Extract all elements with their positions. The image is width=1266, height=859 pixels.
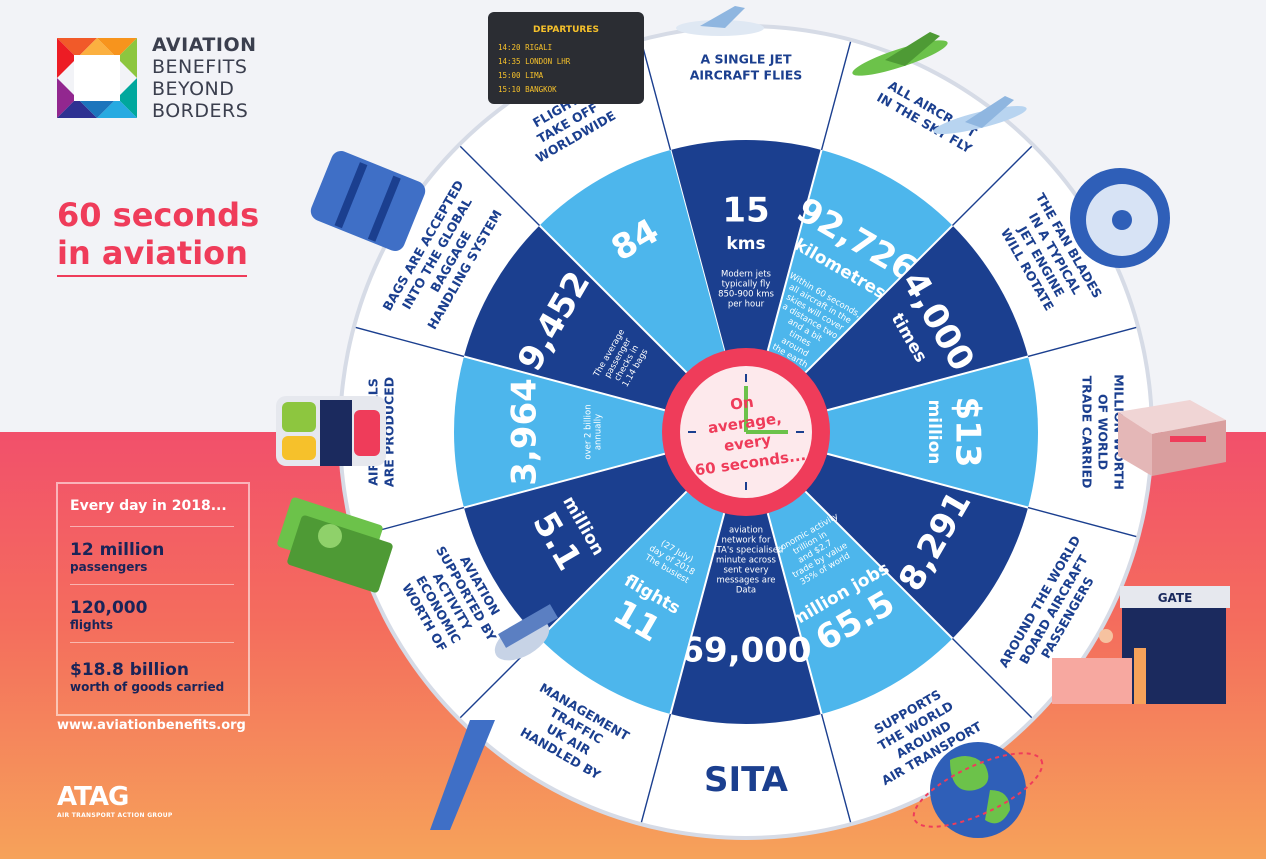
wheel-segment bbox=[454, 356, 746, 508]
stat-flights: 120,000 flights bbox=[70, 598, 148, 632]
center-clock: On average, every 60 seconds... bbox=[662, 348, 830, 516]
svg-text:15:10 BANGKOK: 15:10 BANGKOK bbox=[498, 85, 557, 94]
segment-note: Data bbox=[736, 586, 756, 596]
segment-note: over 2 billion bbox=[584, 404, 594, 459]
departures-board-icon: DEPARTURES 14:20 RIGALI 14:35 LONDON LHR… bbox=[488, 12, 644, 104]
wheel-segment bbox=[746, 149, 953, 433]
airplane-icon bbox=[933, 96, 1027, 134]
segment-note: typically fly bbox=[722, 280, 771, 290]
outer-divider bbox=[1027, 506, 1137, 538]
control-tower-icon bbox=[430, 604, 558, 830]
daily-stats-box: Every day in 2018... 12 million passenger… bbox=[56, 482, 250, 716]
stat-goods: $18.8 billion worth of goods carried bbox=[70, 660, 225, 694]
segment-note: minute across bbox=[716, 556, 776, 566]
segment-note: per hour bbox=[728, 300, 765, 310]
meal-tray-icon bbox=[276, 396, 386, 466]
wheel-segment bbox=[746, 225, 1029, 432]
wheel-segment bbox=[539, 432, 746, 715]
segment-label: A SINGLE JET bbox=[701, 52, 792, 67]
jet-engine-icon bbox=[1070, 168, 1170, 268]
wheel-segment bbox=[463, 432, 746, 639]
segment-unit: million bbox=[924, 400, 944, 465]
segment-note: messages are bbox=[716, 576, 775, 586]
money-icon bbox=[277, 497, 393, 593]
segment-note: Modern jets bbox=[721, 270, 772, 280]
airplane-icon bbox=[676, 6, 764, 36]
segment-label: OF WORLD bbox=[1096, 394, 1111, 470]
segment-value: $13 bbox=[948, 397, 988, 468]
aviation-benefits-logo bbox=[57, 38, 137, 118]
svg-text:GATE: GATE bbox=[1158, 591, 1193, 605]
wheel-segment bbox=[746, 432, 1029, 639]
svg-text:DEPARTURES: DEPARTURES bbox=[533, 25, 599, 35]
segment-note: sent every bbox=[723, 566, 768, 576]
segment-label: AIRCRAFT FLIES bbox=[690, 68, 803, 83]
suitcase-icon bbox=[310, 150, 426, 252]
wheel-segment bbox=[670, 432, 822, 724]
segment-value: 3,964 bbox=[505, 378, 545, 486]
svg-text:14:35 LONDON LHR: 14:35 LONDON LHR bbox=[498, 57, 571, 66]
segment-label: TRADE CARRIED bbox=[1080, 376, 1095, 489]
outer-divider bbox=[640, 713, 672, 823]
svg-text:15:00 LIMA: 15:00 LIMA bbox=[498, 71, 544, 80]
title-divider bbox=[57, 275, 247, 277]
page-title: 60 seconds in aviation bbox=[57, 196, 260, 272]
outer-divider bbox=[459, 145, 541, 227]
daily-heading: Every day in 2018... bbox=[70, 498, 227, 514]
wheel-segment bbox=[746, 356, 1038, 508]
segment-note: 850-900 kms bbox=[718, 290, 774, 300]
atag-logo: ATAG AIR TRANSPORT ACTION GROUP bbox=[57, 782, 173, 819]
globe-icon bbox=[912, 742, 1044, 838]
segment-note: SITA's specialised bbox=[709, 546, 784, 556]
outer-divider bbox=[1027, 326, 1137, 358]
website-link[interactable]: www.aviationbenefits.org bbox=[57, 718, 246, 733]
outer-divider bbox=[951, 145, 1033, 227]
segment-note: annually bbox=[594, 414, 604, 450]
divider bbox=[70, 526, 234, 527]
outer-divider bbox=[355, 326, 465, 358]
outer-divider bbox=[820, 713, 852, 823]
segment-value: 15 bbox=[722, 191, 769, 231]
wheel-segment bbox=[670, 140, 822, 433]
segment-value: 69,000 bbox=[680, 631, 811, 671]
sita-logo: SITA bbox=[704, 760, 789, 800]
boarding-gate-icon: GATE bbox=[1052, 586, 1230, 704]
outer-divider bbox=[640, 41, 672, 151]
divider bbox=[70, 642, 234, 643]
wheel-segment bbox=[539, 149, 746, 433]
svg-text:On: On bbox=[729, 393, 755, 414]
divider bbox=[70, 584, 234, 585]
segment-note: aviation bbox=[729, 526, 763, 536]
segment-unit: kms bbox=[726, 234, 765, 254]
brand-wordmark: AVIATION BENEFITS BEYOND BORDERS bbox=[152, 34, 257, 122]
segment-note: network for bbox=[722, 536, 771, 546]
svg-text:14:20 RIGALI: 14:20 RIGALI bbox=[498, 43, 552, 52]
wheel-segment bbox=[463, 225, 746, 432]
outer-divider bbox=[820, 41, 852, 151]
airplane-icon bbox=[852, 32, 948, 76]
cargo-box-icon bbox=[1118, 400, 1226, 476]
outer-divider bbox=[951, 637, 1033, 719]
wheel-segment bbox=[746, 432, 953, 715]
stat-passengers: 12 million passengers bbox=[70, 540, 165, 574]
